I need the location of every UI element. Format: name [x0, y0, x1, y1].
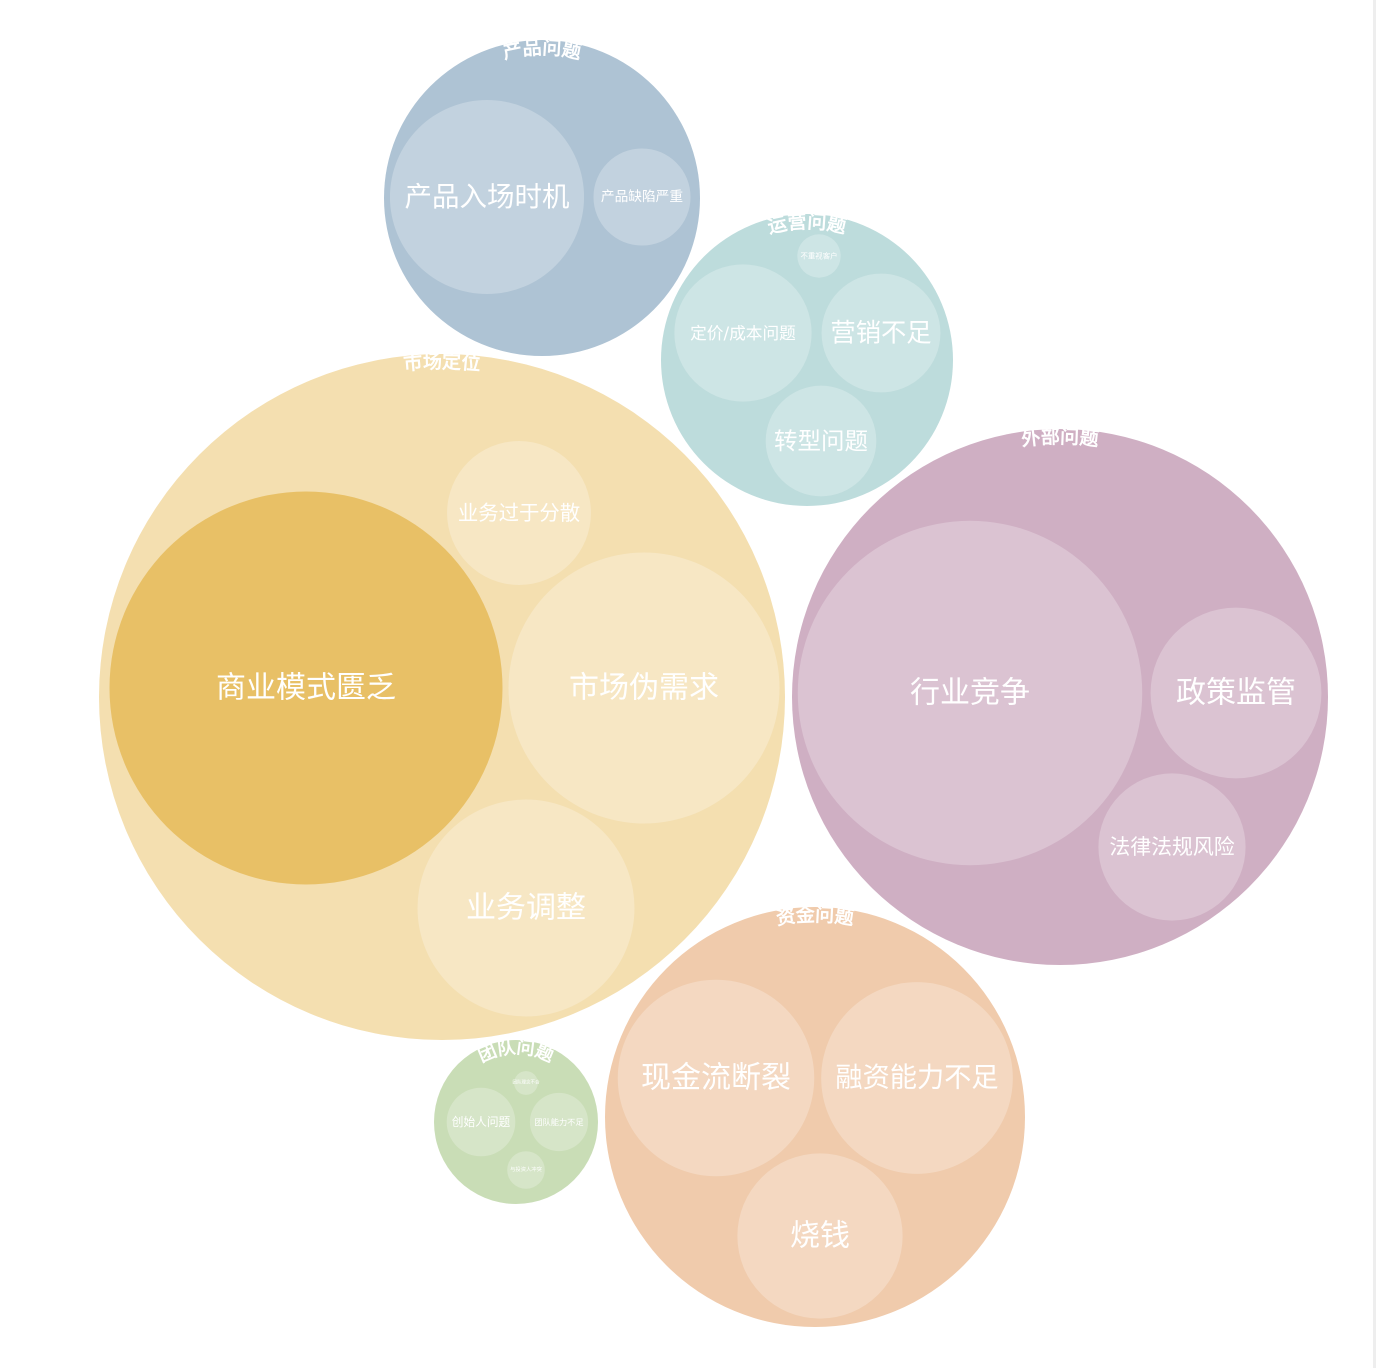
group-4-circle[interactable] — [792, 429, 1328, 965]
group-4-child-1-circle[interactable] — [797, 520, 1143, 866]
group-1-child-1-circle[interactable] — [389, 99, 585, 295]
group-6-child-3-label: 团队能力不足 — [534, 1117, 583, 1127]
group-4-child-3-circle[interactable] — [1098, 773, 1246, 921]
group-2-child-4-circle[interactable] — [765, 385, 877, 497]
group-3-child-4-label: 业务调整 — [466, 891, 586, 926]
group-3-child-1-label: 商业模式匮乏 — [216, 671, 396, 706]
group-6-circle[interactable] — [434, 1040, 598, 1204]
group-6-child-1-label: 团队理念不合 — [513, 1079, 540, 1086]
group-1-child-2-label: 产品缺陷严重 — [601, 189, 683, 205]
group-4-child-1-label: 行业竞争 — [910, 676, 1030, 711]
page-edge — [1373, 0, 1376, 1368]
group-3-child-4-circle[interactable] — [417, 799, 635, 1017]
group-2-child-2-circle[interactable] — [674, 264, 812, 402]
group-5-child-2-circle[interactable] — [821, 982, 1013, 1174]
group-2-child-3-label: 营销不足 — [830, 319, 931, 348]
group-4-child-2-label: 政策监管 — [1176, 676, 1296, 711]
group-3-child-1-circle[interactable] — [109, 491, 503, 885]
group-1-child-1-label: 产品入场时机 — [405, 181, 570, 213]
group-1-circle[interactable] — [384, 40, 700, 356]
group-6-child-3-circle[interactable] — [529, 1092, 589, 1152]
group-2-child-1-label: 不重视客户 — [801, 252, 838, 261]
group-6-child-1-circle[interactable] — [514, 1071, 538, 1095]
group-4-child-3-label: 法律法规风险 — [1109, 835, 1234, 859]
group-6-child-2-circle[interactable] — [446, 1087, 516, 1157]
group-5-child-3-circle[interactable] — [737, 1153, 903, 1319]
group-4-child-2-circle[interactable] — [1150, 607, 1322, 779]
group-3-child-3-label: 市场伪需求 — [569, 671, 719, 706]
group-5-child-2-label: 融资能力不足 — [835, 1063, 998, 1094]
group-5-child-1-circle[interactable] — [617, 979, 815, 1177]
group-2-child-3-circle[interactable] — [821, 273, 941, 393]
group-3-child-2-label: 业务过于分散 — [458, 501, 580, 525]
group-5-child-3-label: 烧钱 — [790, 1219, 850, 1254]
group-2-child-1-circle[interactable] — [797, 234, 841, 278]
group-1-child-2-circle[interactable] — [593, 148, 691, 246]
group-6-child-4-circle[interactable] — [507, 1151, 545, 1189]
group-5-circle[interactable] — [605, 907, 1025, 1327]
group-6-child-4-label: 与投资人冲突 — [510, 1165, 542, 1173]
group-2-child-2-label: 定价/成本问题 — [690, 323, 796, 343]
group-3-child-3-circle[interactable] — [508, 552, 780, 824]
group-2-circle[interactable] — [661, 214, 953, 506]
group-5-child-1-label: 现金流断裂 — [641, 1061, 791, 1096]
group-2-child-4-label: 转型问题 — [774, 427, 868, 455]
group-6-child-2-label: 创始人问题 — [452, 1115, 511, 1129]
group-3-child-2-circle[interactable] — [447, 441, 591, 585]
